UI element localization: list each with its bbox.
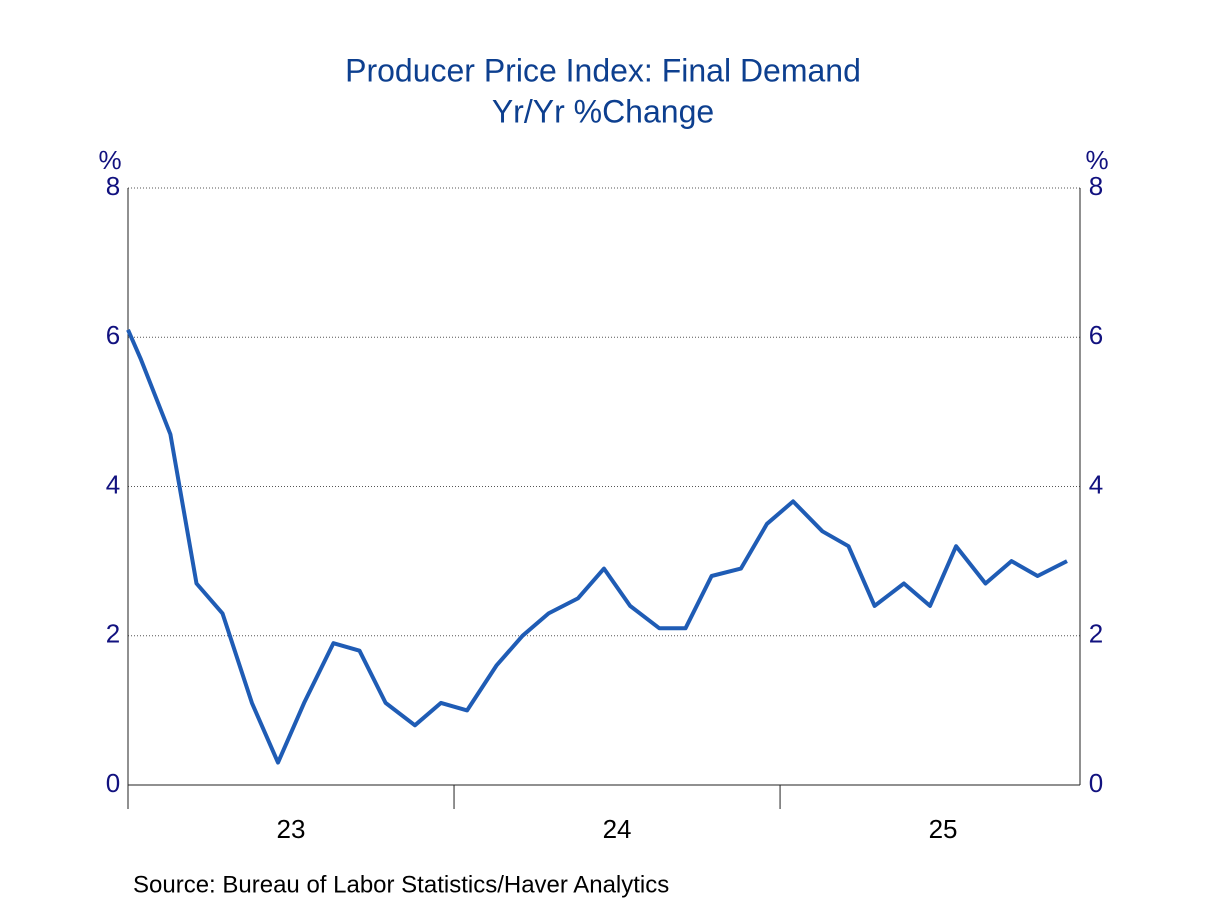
y-tick-label: 4	[106, 469, 120, 499]
y2-tick-label: 2	[1089, 619, 1103, 649]
y2-axis-unit: %	[1085, 145, 1108, 175]
y-tick-label: 0	[106, 768, 120, 798]
source-note: Source: Bureau of Labor Statistics/Haver…	[133, 871, 669, 898]
y2-tick-label: 4	[1089, 469, 1103, 499]
x-tick-label: 24	[603, 814, 632, 844]
data-line	[126, 329, 1068, 765]
y2-tick-label: 0	[1089, 768, 1103, 798]
y-tick-label: 2	[106, 619, 120, 649]
x-tick-label: 23	[277, 814, 306, 844]
y2-tick-label: 6	[1089, 320, 1103, 350]
y-tick-label: 8	[106, 171, 120, 201]
y-tick-label: 6	[106, 320, 120, 350]
y2-tick-label: 8	[1089, 171, 1103, 201]
x-tick-label: 25	[929, 814, 958, 844]
chart-subtitle: Yr/Yr %Change	[492, 93, 714, 129]
y-axis-unit: %	[98, 145, 121, 175]
chart-title: Producer Price Index: Final Demand	[345, 52, 861, 88]
